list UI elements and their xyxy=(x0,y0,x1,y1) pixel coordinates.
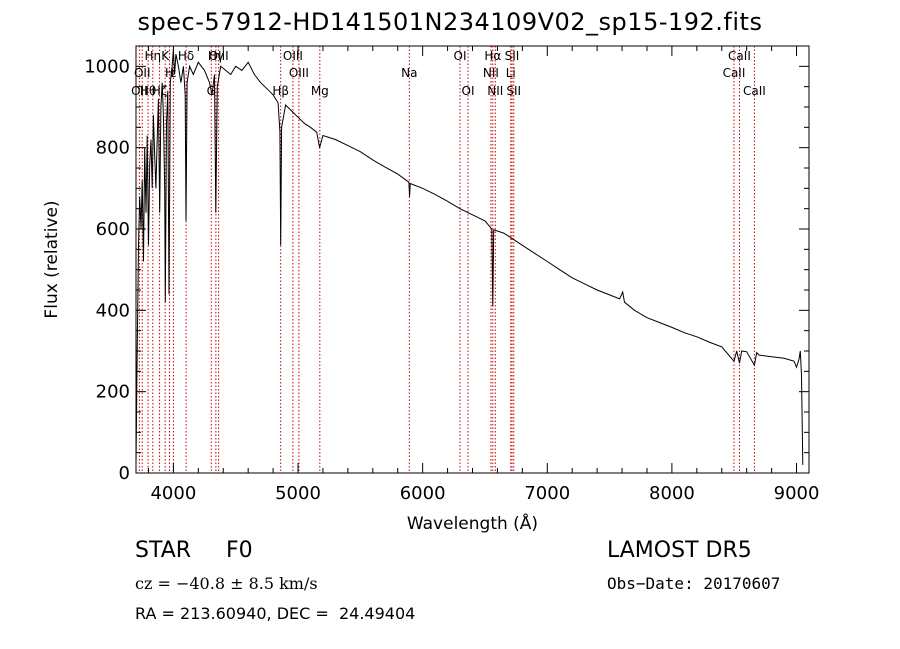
y-axis-label: Flux (relative) xyxy=(42,200,62,318)
y-tick-label: 0 xyxy=(119,463,130,484)
observation-date: Obs−Date: 20170607 xyxy=(607,574,781,593)
line-marker-label: Hα xyxy=(484,49,501,63)
line-marker-label: Hη xyxy=(145,49,162,63)
line-marker-label: CaII xyxy=(743,84,766,98)
chart-title: spec-57912-HD141501N234109V02_sp15-192.f… xyxy=(137,8,763,36)
y-tick-label: 1000 xyxy=(84,56,130,77)
line-marker-label: CaII xyxy=(723,66,746,80)
line-marker-label: Hθ xyxy=(140,84,156,98)
plot-frame xyxy=(135,45,810,474)
line-marker-label: OII xyxy=(131,84,148,98)
line-marker-label: SII xyxy=(505,49,520,63)
survey-name: LAMOST DR5 xyxy=(607,538,752,563)
redshift-cz: cz = −40.8 ± 8.5 km/s xyxy=(135,574,318,593)
line-marker-label: Mg xyxy=(311,84,329,98)
line-marker-label: OII xyxy=(134,66,151,80)
x-tick-label: 9000 xyxy=(774,483,820,504)
y-tick-label: 400 xyxy=(96,300,130,321)
line-marker-label: OIII xyxy=(283,49,303,63)
line-marker-labels: OIIOIIHθHηHζKHεHδGHγOIIIHβOIIIOIIIMgNaOI… xyxy=(131,49,766,98)
line-marker-label: Hβ xyxy=(272,84,289,98)
ra-dec-coordinates: RA = 213.60940, DEC = 24.49404 xyxy=(135,604,416,623)
y-axis-ticks: 0 200 400 600 800 1000 xyxy=(84,56,809,484)
x-tick-label: 8000 xyxy=(649,483,695,504)
x-tick-label: 4000 xyxy=(150,483,196,504)
spectrum-line xyxy=(135,50,804,465)
x-axis-label: Wavelength (Å) xyxy=(407,512,538,534)
x-tick-label: 7000 xyxy=(524,483,570,504)
object-class: STAR F0 xyxy=(135,538,253,563)
line-marker-label: CaII xyxy=(728,49,751,63)
line-marker-label: K xyxy=(161,49,170,63)
y-tick-label: 800 xyxy=(96,138,130,159)
line-marker-label: Hζ xyxy=(152,84,168,98)
x-tick-label: 6000 xyxy=(400,483,446,504)
line-marker-label: OI xyxy=(462,84,475,98)
line-marker-label: OIII xyxy=(289,66,309,80)
line-marker-label: NII xyxy=(483,66,499,80)
line-markers xyxy=(138,46,755,473)
x-axis-ticks: 4000 5000 6000 7000 8000 9000 xyxy=(147,46,820,504)
y-tick-label: 200 xyxy=(96,382,130,403)
line-marker-label: H xyxy=(165,66,174,80)
line-marker-label: OI xyxy=(454,49,467,63)
line-marker-label: ε xyxy=(170,66,177,80)
line-marker-label: Na xyxy=(401,66,417,80)
line-marker-label: NII xyxy=(487,84,503,98)
x-tick-label: 5000 xyxy=(275,483,321,504)
line-marker-label: SII xyxy=(506,84,521,98)
line-marker-label: Hγ xyxy=(208,49,224,63)
line-marker-label: Hδ xyxy=(178,49,194,63)
line-marker-label: Li xyxy=(506,66,516,80)
y-tick-label: 600 xyxy=(96,219,130,240)
line-marker-label: OIII xyxy=(209,49,229,63)
